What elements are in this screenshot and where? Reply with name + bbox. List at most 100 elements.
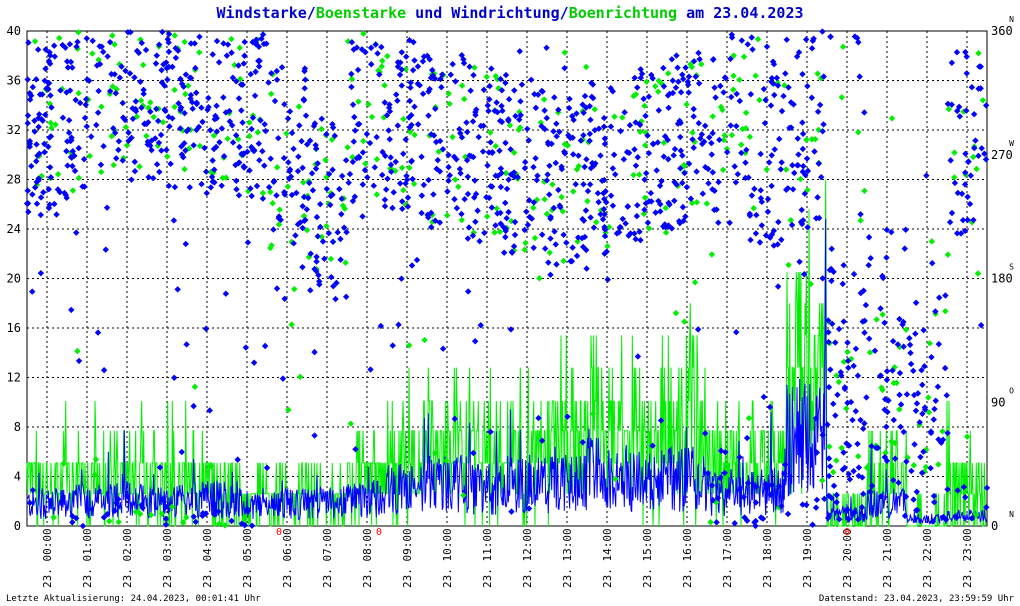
wind-direction-point	[398, 275, 405, 282]
gust-direction-point	[341, 205, 349, 212]
wind-direction-point	[488, 65, 495, 72]
wind-direction-point	[701, 430, 709, 437]
wind-direction-point	[300, 193, 308, 201]
wind-direction-point	[47, 92, 54, 99]
wind-direction-point	[241, 52, 248, 59]
wind-direction-point	[96, 60, 104, 68]
wind-direction-point	[211, 179, 218, 186]
gust-direction-point	[375, 67, 382, 74]
wind-direction-point	[644, 132, 651, 139]
wind-direction-point	[497, 75, 504, 83]
gust-direction-point	[835, 378, 842, 386]
wind-direction-point	[354, 66, 362, 74]
wind-direction-point	[171, 183, 179, 191]
wind-direction-point	[928, 353, 935, 361]
wind-direction-point	[657, 201, 664, 208]
wind-direction-point	[193, 126, 200, 134]
wind-direction-point	[299, 203, 306, 210]
wind-direction-point	[620, 156, 628, 163]
wind-direction-point	[445, 177, 452, 184]
wind-direction-point	[982, 156, 990, 163]
gust-direction-point	[60, 460, 67, 467]
wind-direction-point	[255, 140, 263, 147]
wind-direction-point	[586, 181, 594, 188]
wind-direction-point	[336, 185, 343, 193]
wind-direction-point	[507, 171, 515, 178]
wind-direction-point	[757, 150, 764, 158]
wind-direction-point	[416, 82, 423, 89]
wind-direction-point	[784, 510, 792, 518]
wind-direction-point	[175, 100, 182, 107]
wind-direction-point	[530, 199, 538, 206]
gust-direction-point	[288, 321, 295, 328]
wind-direction-point	[765, 159, 773, 166]
x-tick: 23. 10:00	[441, 528, 454, 588]
wind-direction-point	[834, 391, 841, 398]
wind-direction-point	[698, 131, 706, 138]
wind-direction-point	[747, 91, 755, 98]
gust-direction-point	[147, 99, 154, 106]
wind-direction-point	[485, 107, 492, 115]
wind-direction-point	[690, 58, 698, 65]
wind-direction-point	[45, 204, 53, 212]
wind-direction-point	[362, 48, 369, 56]
wind-direction-point	[156, 464, 164, 471]
wind-direction-point	[947, 157, 954, 164]
wind-direction-point	[660, 83, 668, 90]
wind-direction-point	[497, 220, 504, 227]
gust-direction-point	[379, 57, 386, 65]
wind-direction-point	[115, 146, 122, 154]
wind-direction-point	[45, 57, 53, 65]
wind-direction-point	[577, 137, 585, 144]
wind-direction-point	[524, 221, 532, 229]
wind-direction-point	[502, 227, 509, 235]
wind-direction-point	[943, 392, 950, 399]
gust-direction-point	[215, 520, 223, 527]
wind-direction-point	[141, 120, 148, 127]
wind-direction-point	[132, 98, 140, 105]
gust-direction-point	[38, 172, 45, 180]
gust-direction-point	[508, 217, 515, 225]
wind-direction-point	[57, 87, 64, 94]
wind-direction-point	[381, 152, 389, 160]
gust-direction-point	[75, 89, 82, 97]
wind-direction-point	[970, 110, 978, 118]
wind-direction-point	[568, 258, 576, 265]
gust-direction-point	[866, 349, 874, 356]
wind-direction-point	[553, 261, 560, 268]
wind-direction-point	[470, 153, 477, 161]
title-windstarke: Windstarke/	[216, 4, 315, 22]
gust-direction-point	[516, 124, 524, 131]
wind-direction-point	[902, 226, 909, 233]
wind-direction-point	[389, 204, 396, 212]
wind-direction-point	[709, 496, 717, 504]
wind-direction-point	[439, 71, 446, 78]
wind-direction-point	[42, 111, 49, 119]
wind-direction-point	[46, 164, 54, 171]
wind-direction-point	[837, 369, 844, 376]
gust-direction-point	[611, 113, 618, 120]
wind-direction-point	[874, 444, 882, 452]
wind-direction-point	[31, 128, 38, 135]
gust-direction-point	[979, 97, 987, 104]
wind-direction-point	[65, 129, 73, 137]
x-tick: 23. 09:00	[401, 528, 414, 588]
wind-direction-point	[840, 318, 847, 325]
y-tick-right: 90	[991, 395, 1005, 409]
wind-direction-point	[813, 449, 821, 456]
wind-direction-point	[311, 348, 318, 356]
wind-direction-point	[827, 366, 834, 373]
wind-direction-point	[247, 185, 254, 192]
wind-direction-point	[68, 306, 75, 314]
wind-direction-point	[128, 176, 135, 183]
wind-direction-point	[76, 99, 84, 107]
wind-direction-point	[793, 53, 801, 60]
gust-direction-point	[502, 169, 510, 177]
compass-label: N	[1009, 15, 1014, 24]
wind-direction-point	[432, 105, 439, 113]
wind-direction-point	[296, 122, 303, 129]
gust-direction-point	[541, 196, 548, 203]
wind-direction-point	[66, 40, 74, 48]
gust-direction-point	[365, 101, 372, 108]
wind-direction-point	[728, 93, 735, 101]
